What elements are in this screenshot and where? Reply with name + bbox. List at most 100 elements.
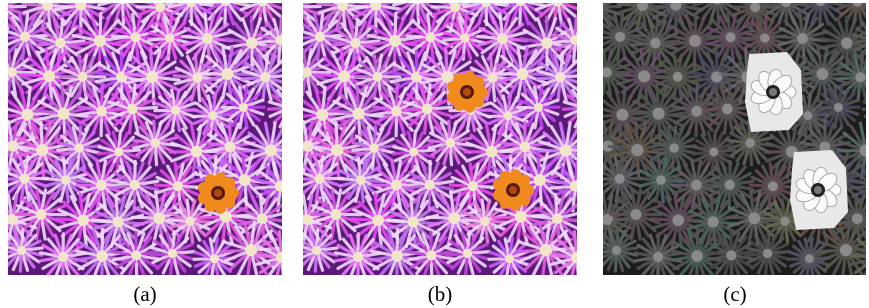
petal <box>821 0 843 1</box>
flower-center <box>42 0 53 11</box>
petal <box>289 87 291 108</box>
petal <box>821 0 822 1</box>
flower-center <box>131 250 141 260</box>
petal <box>0 0 3 7</box>
flower-center <box>450 2 460 12</box>
petal <box>280 38 302 41</box>
petal <box>293 0 298 7</box>
petal <box>576 7 598 8</box>
flower-center <box>20 174 30 184</box>
flower-center <box>94 35 106 47</box>
petal <box>280 169 298 186</box>
petal <box>540 0 558 2</box>
petal <box>766 0 786 2</box>
flower-center <box>276 252 287 263</box>
flower-center <box>673 72 683 82</box>
petal <box>584 108 589 128</box>
flower-center <box>722 104 733 115</box>
petal <box>575 30 595 40</box>
petal <box>593 0 598 7</box>
petal <box>553 0 557 2</box>
petal <box>280 186 294 206</box>
flower-center <box>760 33 769 42</box>
petal <box>280 186 304 192</box>
flower-center <box>356 175 366 185</box>
flower-center <box>726 250 736 260</box>
flower-center <box>58 108 70 120</box>
flower-center <box>505 254 514 263</box>
petal <box>285 87 290 107</box>
petal <box>218 0 226 1</box>
flower-center <box>265 144 277 156</box>
flower-center <box>515 211 527 223</box>
petal <box>263 0 280 2</box>
flower-center <box>631 144 643 156</box>
petal <box>280 184 305 186</box>
flower-center <box>441 71 453 83</box>
flower-center <box>631 209 642 220</box>
petal <box>280 40 298 52</box>
petal <box>282 258 300 276</box>
petal <box>584 87 586 108</box>
petal <box>486 0 500 2</box>
petal <box>0 7 3 15</box>
petal <box>575 186 589 206</box>
flower-center <box>571 252 582 263</box>
flower-center <box>210 254 219 263</box>
flower-center <box>239 103 248 112</box>
flower-center <box>570 35 580 45</box>
petal <box>205 0 226 1</box>
flower-center <box>96 180 107 191</box>
flower-center <box>426 250 436 260</box>
flower-center <box>373 72 383 82</box>
flower-center <box>460 33 469 42</box>
petal <box>478 0 486 2</box>
flower-center <box>616 109 628 121</box>
petal <box>577 0 598 7</box>
flower-center <box>96 250 108 262</box>
petal <box>263 0 284 2</box>
panel-caption: (c) <box>723 282 746 306</box>
petal <box>280 0 298 7</box>
flower-center <box>480 217 489 226</box>
petal <box>280 30 300 40</box>
petal <box>298 7 303 29</box>
petal <box>263 0 274 2</box>
petal <box>786 0 800 2</box>
flower-center <box>637 0 648 11</box>
flower-center <box>541 37 552 48</box>
flower-center <box>391 180 402 191</box>
flower-center <box>425 180 435 190</box>
orange-center-ring <box>509 186 517 194</box>
flower-center <box>391 250 403 262</box>
petal <box>295 7 298 29</box>
petal <box>558 0 575 2</box>
panel-image <box>0 0 310 283</box>
flower-center <box>153 212 165 224</box>
flower-center <box>275 181 286 192</box>
petal <box>786 0 805 2</box>
petal <box>575 186 595 200</box>
petal <box>577 258 588 282</box>
flower-center <box>650 38 660 48</box>
petal <box>251 0 263 2</box>
petal <box>122 0 146 2</box>
flower-center <box>745 138 755 148</box>
flower-center <box>422 104 433 115</box>
petal <box>764 0 786 2</box>
flower-center <box>468 181 478 191</box>
petal <box>486 0 493 2</box>
flower-center <box>353 108 365 120</box>
flower-center <box>7 67 17 77</box>
flower-center <box>409 147 418 156</box>
flower-center <box>331 144 343 156</box>
petal <box>580 87 585 107</box>
flower-center <box>534 174 546 186</box>
flower-center <box>841 37 852 48</box>
petal <box>521 0 545 1</box>
petal <box>245 0 263 2</box>
flower-center <box>763 249 773 259</box>
petal <box>598 7 603 29</box>
flower-center <box>656 175 666 185</box>
flower-center <box>653 108 665 120</box>
